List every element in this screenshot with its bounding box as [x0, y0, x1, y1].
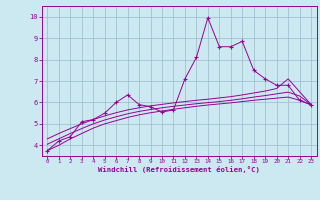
X-axis label: Windchill (Refroidissement éolien,°C): Windchill (Refroidissement éolien,°C) — [98, 166, 260, 173]
